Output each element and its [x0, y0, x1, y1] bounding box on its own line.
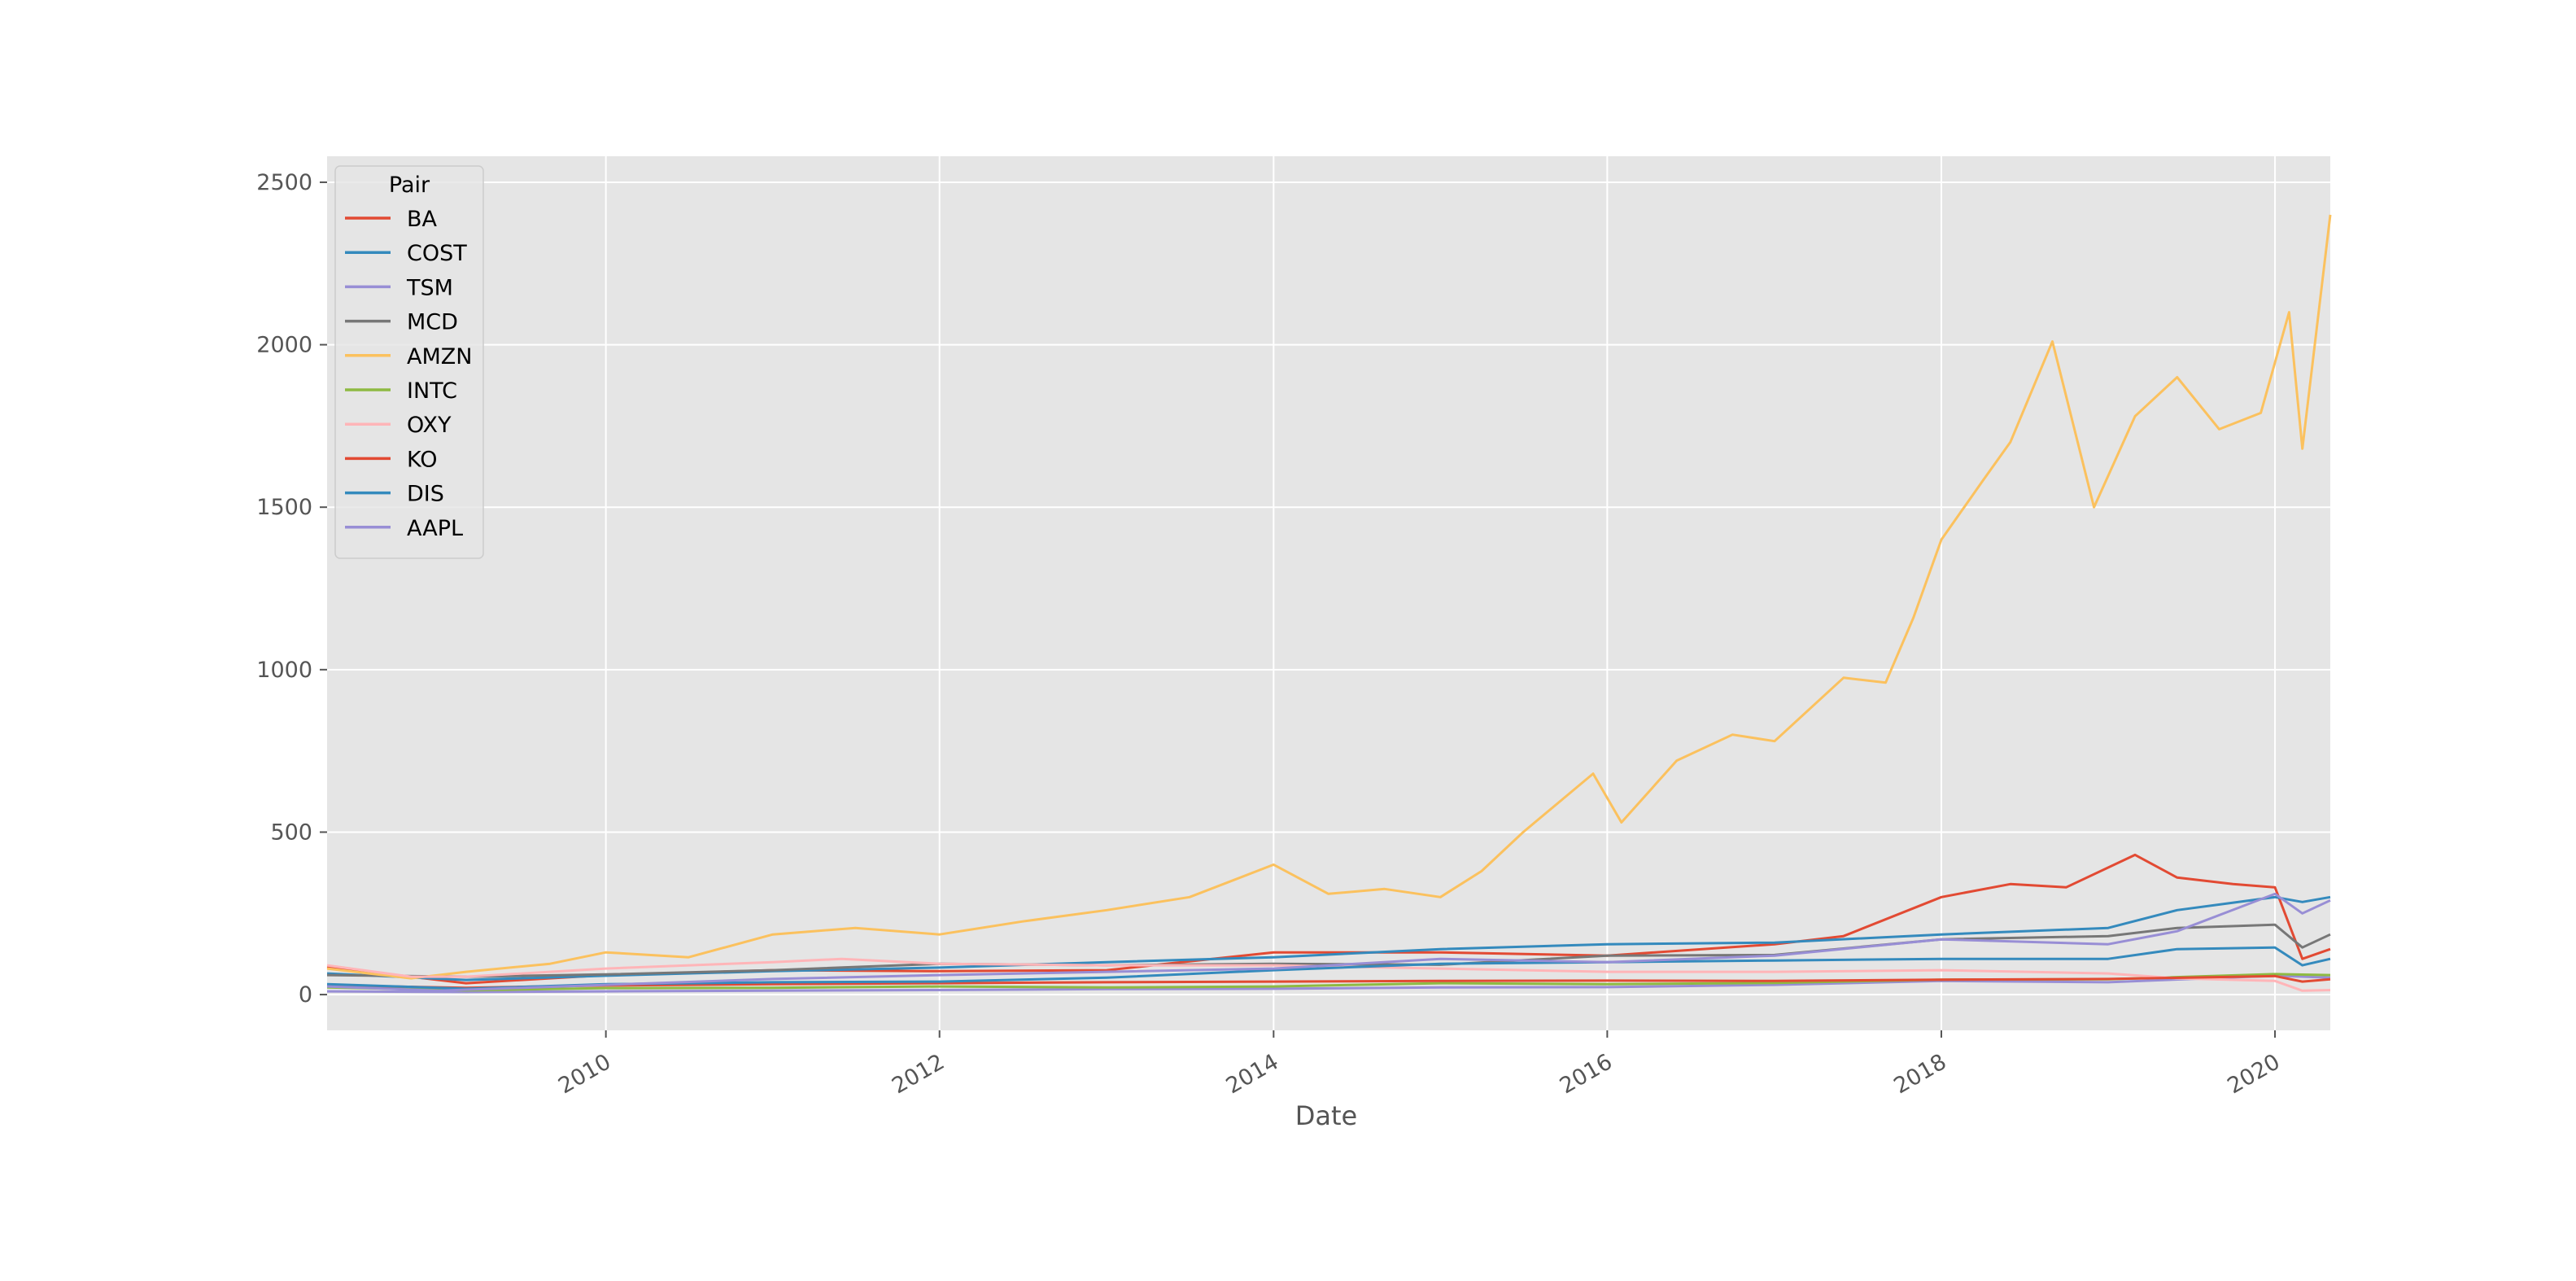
x-tick-label: 2018: [1889, 1049, 1950, 1099]
x-tick-label: 2020: [2224, 1049, 2285, 1099]
y-tick-label: 1000: [256, 658, 312, 683]
series-line-amzn: [326, 214, 2332, 980]
legend-title: Pair: [389, 173, 430, 198]
x-tick-label: 2016: [1556, 1049, 1617, 1099]
legend-entry-label: OXY: [407, 413, 452, 438]
legend-entry-label: DIS: [407, 482, 444, 507]
legend-entry-label: COST: [407, 241, 467, 266]
grid: [327, 156, 2330, 1030]
x-tick-label: 2014: [1222, 1049, 1283, 1099]
legend-entry-label: AAPL: [407, 516, 463, 541]
y-tick-label: 2000: [256, 333, 312, 358]
y-tick-label: 1500: [256, 495, 312, 520]
y-tick-label: 0: [299, 982, 312, 1008]
legend-entry-label: BA: [407, 207, 438, 232]
y-tick-label: 500: [270, 820, 312, 845]
series-line-ko: [326, 974, 2331, 990]
legend-entry-label: KO: [407, 447, 437, 472]
legend-entry-label: AMZN: [407, 344, 472, 369]
series-line-dis: [326, 946, 2331, 990]
plot-background: [327, 156, 2330, 1030]
series-layer: [326, 214, 2332, 994]
x-tick-label: 2012: [888, 1049, 949, 1099]
y-tick-label: 2500: [256, 170, 312, 195]
legend-entry-label: MCD: [407, 310, 458, 335]
series-line-aapl: [326, 892, 2331, 992]
legend-entry-label: TSM: [406, 275, 453, 300]
x-tick-label: 2010: [554, 1049, 615, 1099]
x-axis-label: Date: [1295, 1100, 1357, 1131]
legend-entry-label: INTC: [407, 378, 457, 404]
legend: Pair BA COST TSM MCD AMZN INTC OXY KO DIS AAPL: [334, 165, 484, 559]
legend-box: [334, 165, 484, 559]
series-line-tsm: [326, 974, 2331, 994]
